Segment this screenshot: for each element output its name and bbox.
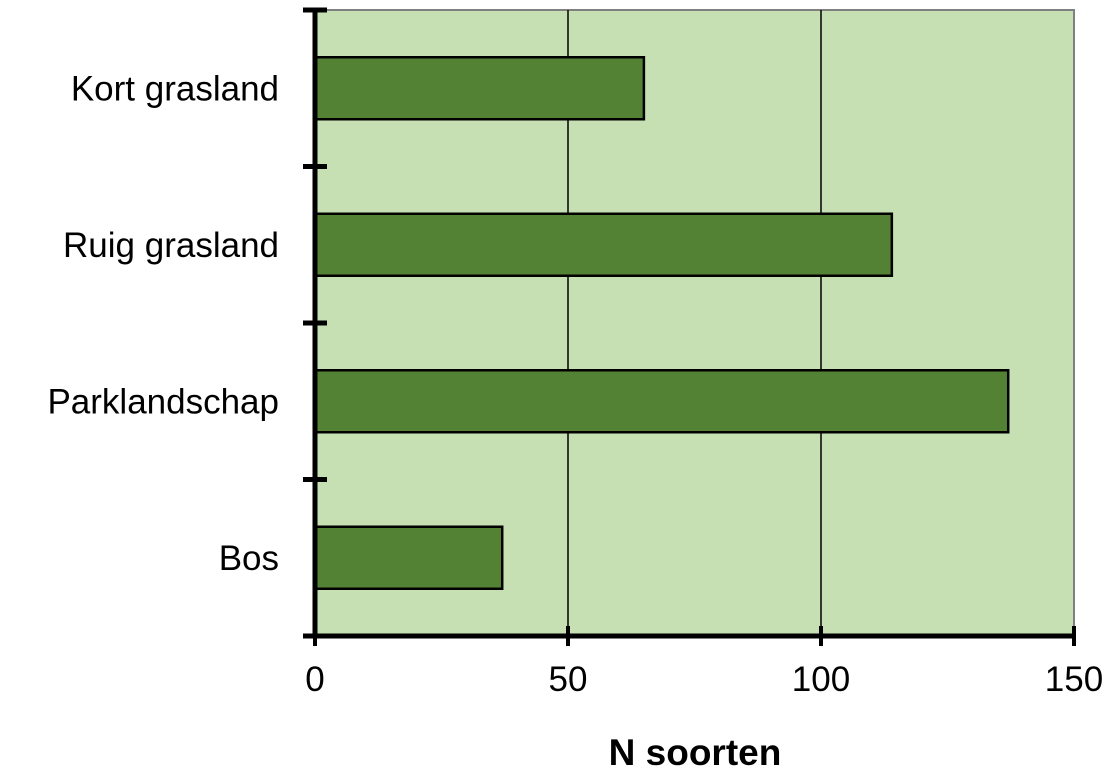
x-axis	[303, 626, 1076, 646]
x-tick-labels: 0 50 100 150	[305, 660, 1103, 699]
category-label-ruig-grasland: Ruig grasland	[63, 226, 279, 265]
x-tick-label-100: 100	[792, 660, 850, 699]
category-label-parklandschap: Parklandschap	[47, 382, 279, 421]
x-tick-label-0: 0	[305, 660, 324, 699]
x-tick-label-150: 150	[1045, 660, 1103, 699]
x-tick-label-50: 50	[549, 660, 588, 699]
bar-kort-grasland	[313, 56, 646, 121]
bar-ruig-grasland	[313, 212, 894, 277]
x-axis-title: N soorten	[609, 732, 782, 771]
category-label-bos: Bos	[219, 539, 279, 578]
bar-parklandschap	[313, 369, 1010, 434]
category-label-kort-grasland: Kort grasland	[71, 69, 279, 108]
category-labels: Kort grasland Ruig grasland Parklandschap B…	[47, 69, 279, 578]
bar-bos	[313, 525, 504, 590]
